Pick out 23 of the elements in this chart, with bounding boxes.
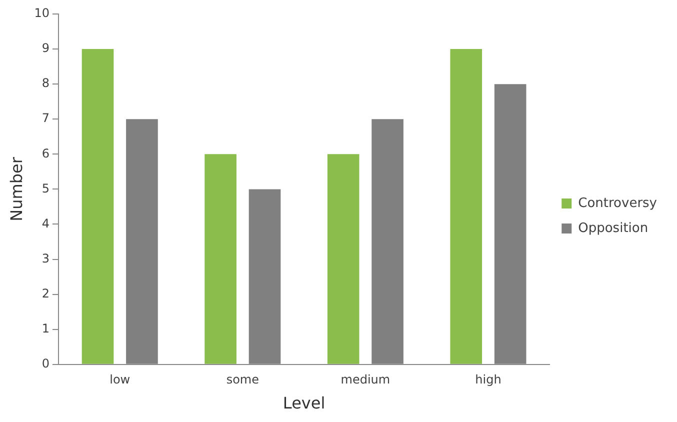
x-tick-label: some [226, 372, 259, 387]
y-tick-label: 9 [42, 41, 50, 56]
x-tick-label: high [475, 372, 502, 387]
bar [204, 154, 236, 364]
legend-label: Opposition [578, 220, 648, 236]
bar [82, 49, 114, 364]
bar [450, 49, 482, 364]
x-tick-label: low [110, 372, 130, 387]
y-tick-label: 4 [42, 216, 50, 230]
y-tick-label: 7 [42, 111, 50, 126]
y-tick-label: 2 [42, 286, 50, 300]
y-tick-label: 3 [42, 251, 50, 266]
legend-label: Controversy [578, 196, 658, 211]
y-tick-label: 0 [42, 356, 50, 371]
x-tick-label: medium [340, 372, 390, 387]
y-tick-label: 5 [42, 181, 50, 196]
x-axis-title: Level [282, 394, 326, 413]
y-tick-label: 1 [42, 321, 50, 336]
y-axis-title: Number [6, 156, 26, 222]
bar [327, 154, 360, 364]
y-tick-label: 6 [42, 146, 50, 160]
y-tick-label: 8 [42, 76, 50, 90]
y-tick-label: 10 [34, 6, 50, 20]
